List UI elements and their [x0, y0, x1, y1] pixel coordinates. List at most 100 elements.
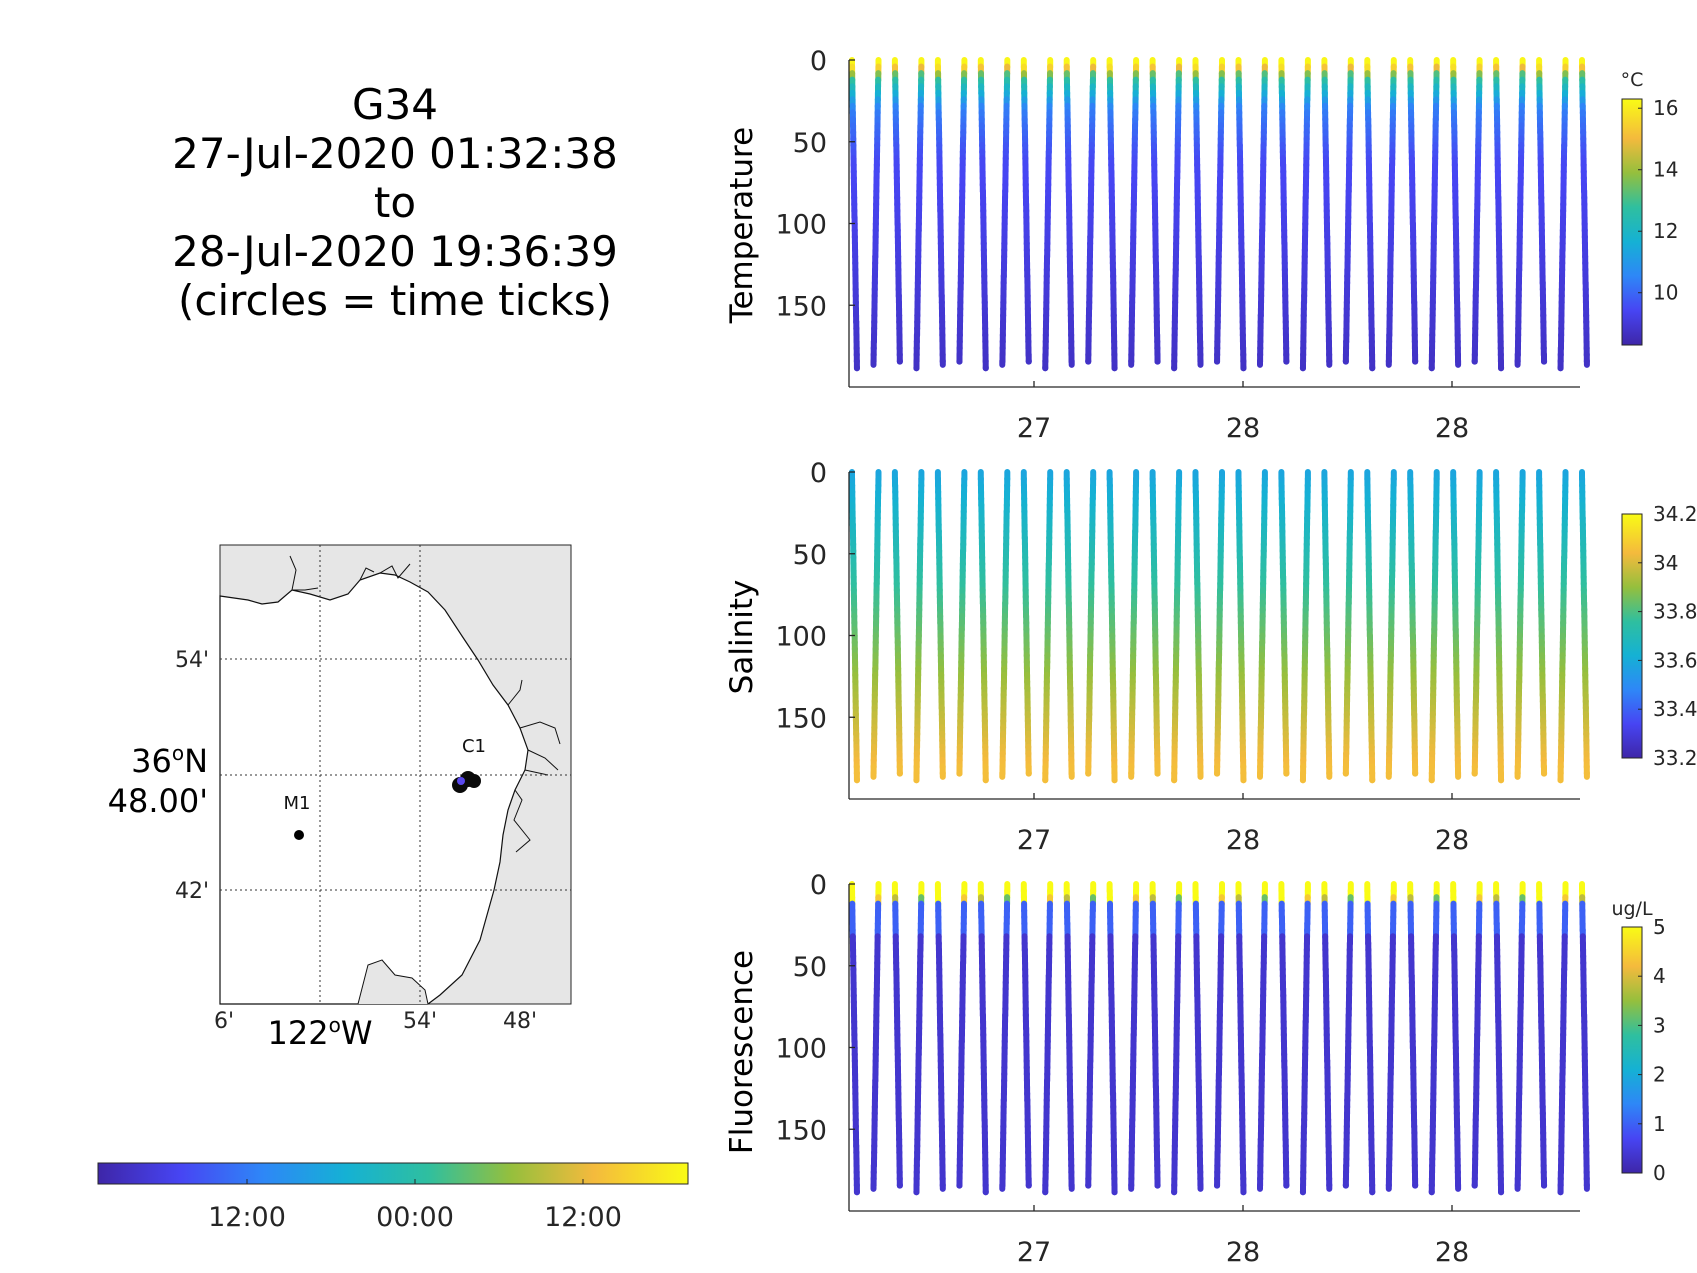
profile-25: [1364, 469, 1376, 784]
colorbar-tick-label: 34: [1653, 551, 1678, 575]
profile-21: [1278, 881, 1290, 1189]
profile-30: [1471, 57, 1483, 365]
colorbar-tick-label: 0: [1653, 1161, 1666, 1185]
lat-minutes-label: 48.00': [108, 782, 208, 820]
profile-4: [913, 469, 925, 784]
salinity-profiles: [849, 469, 1590, 784]
coastline-river-north-2: [359, 563, 411, 581]
xtick-label: 28: [1226, 1237, 1260, 1268]
salinity-panel: 0 50 100 150 27 28 28 Salinity 33.2 33.4 33.6 33.…: [724, 458, 1697, 856]
profile-18: [1214, 57, 1225, 365]
colorbar-tick-label: 4: [1653, 964, 1666, 988]
profile-2: [870, 881, 882, 1192]
profile-1: [849, 881, 860, 1196]
ytick-label: 100: [775, 1034, 827, 1065]
profile-28: [1428, 57, 1440, 372]
ytick-label: 50: [793, 128, 827, 159]
xtick-label: 28: [1435, 413, 1469, 444]
profile-34: [1557, 57, 1569, 372]
profile-35: [1579, 469, 1590, 780]
profile-6: [956, 469, 968, 777]
xtick-label: 27: [1017, 1237, 1051, 1268]
time-tick-2: 00:00: [376, 1202, 454, 1233]
ytick-label: 100: [775, 622, 827, 653]
profile-5: [934, 469, 946, 780]
map-panel: M1 C1 54' 42' 36oN 48.00' 6' 54' 48' 122…: [108, 544, 572, 1052]
profile-13: [1106, 57, 1118, 372]
profile-17: [1192, 57, 1204, 368]
profile-10: [1042, 469, 1054, 784]
profile-11: [1063, 469, 1075, 780]
coastline-slough: [507, 679, 561, 853]
profile-26: [1385, 469, 1397, 780]
lon-main-label: 122oW: [268, 1013, 373, 1052]
profile-24: [1342, 57, 1354, 365]
profile-28: [1428, 469, 1440, 784]
profile-35: [1579, 57, 1590, 368]
end-time: 28-Jul-2020 19:36:39: [172, 227, 618, 276]
profile-33: [1536, 881, 1548, 1189]
glider-name: G34: [352, 80, 438, 129]
colorbar-tick-label: 16: [1653, 96, 1678, 120]
profile-7: [977, 881, 989, 1196]
lon-tick-6: 6': [214, 1009, 234, 1034]
colorbar-tick-label: 2: [1653, 1063, 1666, 1087]
colorbar-tick-label: 33.4: [1653, 697, 1697, 721]
fluorescence-colorbar: [1621, 926, 1643, 1174]
lat-main-label: 36oN: [131, 741, 208, 780]
ytick-label: 150: [775, 291, 827, 322]
profile-31: [1493, 881, 1505, 1196]
profile-11: [1063, 881, 1075, 1192]
xtick-label: 28: [1226, 413, 1260, 444]
profile-4: [913, 881, 925, 1196]
station-m1-marker: [294, 830, 304, 840]
profile-15: [1149, 57, 1161, 365]
xtick-label: 28: [1435, 825, 1469, 856]
profile-10: [1042, 881, 1054, 1196]
ytick-label: 150: [775, 703, 827, 734]
profile-27: [1407, 881, 1419, 1189]
temperature-ylabel: Temperature: [724, 127, 760, 324]
profile-18: [1214, 469, 1225, 777]
profile-3: [891, 469, 903, 777]
temperature-colorbar-unit: °C: [1621, 69, 1644, 91]
colorbar-tick-label: 1: [1653, 1112, 1666, 1136]
to-label: to: [373, 178, 417, 227]
lat-tick-54: 54': [175, 648, 209, 673]
profile-28: [1428, 881, 1440, 1196]
colorbar-tick-label: 14: [1653, 158, 1678, 182]
xtick-label: 28: [1226, 825, 1260, 856]
ytick-label: 0: [810, 870, 827, 901]
profile-21: [1278, 469, 1290, 777]
profile-15: [1149, 881, 1161, 1189]
profile-21: [1278, 57, 1290, 365]
profile-35: [1579, 881, 1590, 1192]
profile-11: [1063, 57, 1075, 368]
temperature-colorbar: [1621, 98, 1643, 346]
colorbar-tick-label: 33.8: [1653, 600, 1697, 624]
colorbar-tick-label: 12: [1653, 219, 1678, 243]
start-time: 27-Jul-2020 01:32:38: [172, 129, 618, 178]
profile-16: [1171, 57, 1183, 372]
coastline-river-north: [289, 555, 319, 591]
profile-23: [1321, 57, 1333, 368]
profile-31: [1493, 57, 1505, 372]
profile-25: [1364, 881, 1376, 1196]
profile-1: [849, 57, 860, 372]
profile-34: [1557, 881, 1569, 1196]
lon-tick-54: 54': [403, 1009, 437, 1034]
profile-19: [1235, 57, 1247, 372]
profile-12: [1085, 469, 1097, 777]
profile-30: [1471, 881, 1483, 1189]
colorbar-tick-label: 5: [1653, 915, 1666, 939]
ocean-area: [219, 572, 529, 1005]
profile-8: [999, 881, 1011, 1192]
temperature-profiles: [849, 57, 1590, 372]
profile-27: [1407, 57, 1419, 365]
profile-16: [1171, 469, 1183, 784]
time-colorbar-gradient: [97, 1162, 689, 1185]
map-gridlines: [220, 545, 571, 1004]
profile-29: [1450, 469, 1462, 780]
fluorescence-colorbar-unit: ug/L: [1611, 898, 1653, 920]
profile-7: [977, 469, 989, 784]
